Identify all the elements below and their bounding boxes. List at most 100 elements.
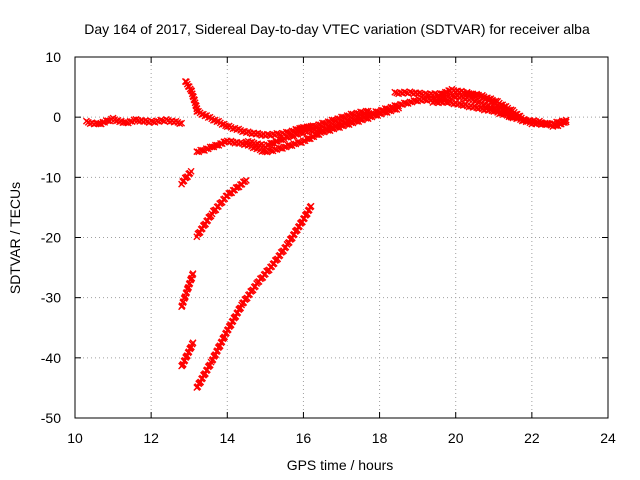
data-series [181, 77, 315, 140]
data-point [315, 121, 323, 129]
data-point [493, 102, 500, 110]
x-tick-label: 16 [296, 430, 312, 446]
data-series [178, 167, 195, 188]
data-point [421, 90, 429, 97]
data-point [374, 108, 382, 116]
data-point [178, 119, 186, 127]
data-point [334, 115, 342, 123]
data-point [406, 98, 414, 106]
data-point [484, 96, 492, 104]
data-point [199, 146, 207, 154]
data-point [273, 129, 281, 137]
data-point [400, 88, 408, 96]
data-point [499, 106, 507, 114]
data-point [377, 106, 385, 114]
y-tick-label: 0 [53, 109, 61, 125]
data-point [324, 118, 332, 126]
data-point [268, 139, 276, 147]
y-tick-label: 10 [45, 49, 61, 65]
data-point [267, 147, 275, 155]
data-point [513, 113, 521, 121]
data-point [368, 109, 376, 117]
data-point [343, 112, 351, 120]
data-point [290, 140, 298, 148]
data-point [263, 141, 271, 149]
data-point [122, 119, 130, 127]
data-point [383, 105, 391, 113]
y-tick-label: -50 [41, 410, 61, 426]
data-point [339, 113, 347, 121]
data-point [242, 176, 250, 184]
data-point [279, 136, 287, 144]
data-point [496, 103, 504, 111]
x-axis-label: GPS time / hours [287, 457, 394, 473]
data-point [562, 118, 570, 126]
data-point [159, 117, 167, 125]
data-point [391, 88, 399, 96]
data-point [282, 133, 290, 141]
data-point [263, 130, 271, 138]
data-point [307, 202, 315, 210]
data-point [393, 102, 401, 110]
data-point [292, 130, 300, 138]
data-point [311, 122, 319, 130]
x-tick-label: 14 [219, 430, 235, 446]
data-series [463, 90, 521, 121]
data-point [202, 145, 210, 153]
data-point [176, 120, 184, 128]
data-point [473, 91, 481, 99]
data-point [296, 138, 304, 146]
chart-title: Day 164 of 2017, Sidereal Day-to-day VTE… [84, 21, 590, 37]
data-point [217, 140, 225, 148]
data-series [193, 202, 315, 392]
x-tick-label: 12 [143, 430, 159, 446]
data-point [431, 97, 439, 105]
data-point [280, 143, 288, 151]
data-point [397, 100, 405, 108]
data-point [560, 119, 568, 127]
data-point [431, 90, 439, 97]
data-point [193, 148, 201, 156]
data-series [292, 107, 372, 134]
data-point [305, 135, 313, 143]
data-point [271, 145, 279, 153]
x-tick-label: 20 [448, 430, 464, 446]
x-tick-labels: 10 12 14 16 18 20 22 24 [67, 430, 616, 446]
data-series [193, 176, 250, 241]
data-point [208, 143, 216, 151]
data-point [187, 167, 195, 175]
data-point [213, 141, 221, 149]
x-tick-label: 24 [600, 430, 616, 446]
data-point [277, 144, 285, 152]
y-tick-label: -30 [41, 290, 61, 306]
data-point [288, 132, 296, 140]
y-tick-label: -40 [41, 350, 61, 366]
data-point [440, 97, 448, 105]
y-tick-label: -10 [41, 169, 61, 185]
y-axis-label: SDTVAR / TECUs [7, 182, 23, 294]
x-tick-label: 18 [372, 430, 388, 446]
data-point [387, 103, 395, 111]
data-series [82, 114, 186, 128]
data-point [126, 117, 134, 125]
data-point [299, 137, 307, 145]
data-point [330, 116, 338, 124]
y-tick-label: -20 [41, 230, 61, 246]
data-point [402, 99, 410, 107]
axis-ticks [74, 56, 609, 419]
data-series [178, 339, 197, 370]
data-point [488, 98, 496, 106]
data-point [362, 107, 370, 115]
data-point [320, 119, 328, 127]
data-point [364, 107, 372, 115]
data-point [508, 111, 516, 119]
y-tick-labels: -50 -40 -30 -20 -10 0 10 [41, 49, 61, 426]
data-series [178, 270, 197, 311]
x-tick-label: 10 [67, 430, 83, 446]
data-point [189, 339, 197, 347]
data-point [189, 270, 197, 278]
data-point [286, 141, 294, 149]
data-layer [82, 77, 570, 392]
